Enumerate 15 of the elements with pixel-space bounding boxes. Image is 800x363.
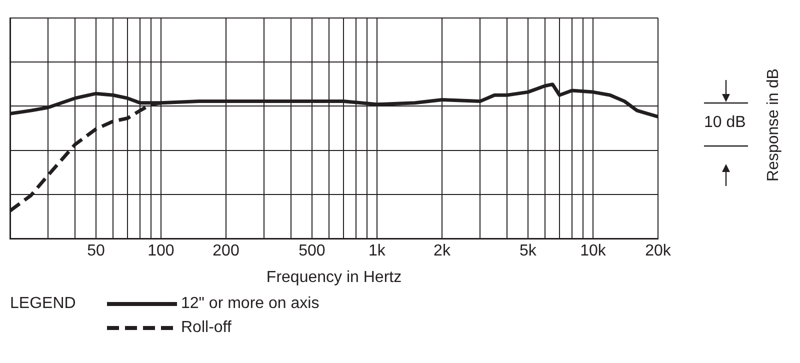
x-tick-label: 5k bbox=[520, 242, 538, 260]
legend-label: Roll-off bbox=[181, 319, 232, 337]
x-tick-label: 1k bbox=[368, 242, 386, 260]
x-tick-label: 100 bbox=[148, 242, 174, 260]
x-tick-label: 500 bbox=[298, 242, 326, 260]
x-axis-title: Frequency in Hertz bbox=[266, 268, 402, 286]
x-tick-label: 200 bbox=[212, 242, 240, 260]
legend-label: 12" or more on axis bbox=[181, 295, 320, 313]
x-tick-label: 10k bbox=[580, 242, 607, 260]
x-tick-label: 2k bbox=[434, 242, 452, 260]
text: Response in dB bbox=[765, 68, 783, 182]
text: 10 dB bbox=[704, 114, 746, 132]
x-tick-label: 50 bbox=[87, 242, 105, 260]
x-tick-label: 20k bbox=[645, 242, 672, 260]
legend-title: LEGEND bbox=[10, 295, 77, 313]
